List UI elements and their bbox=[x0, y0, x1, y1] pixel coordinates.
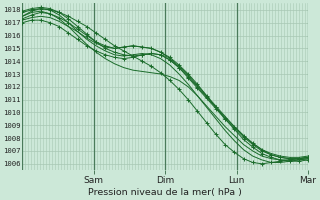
X-axis label: Pression niveau de la mer( hPa ): Pression niveau de la mer( hPa ) bbox=[88, 188, 242, 197]
